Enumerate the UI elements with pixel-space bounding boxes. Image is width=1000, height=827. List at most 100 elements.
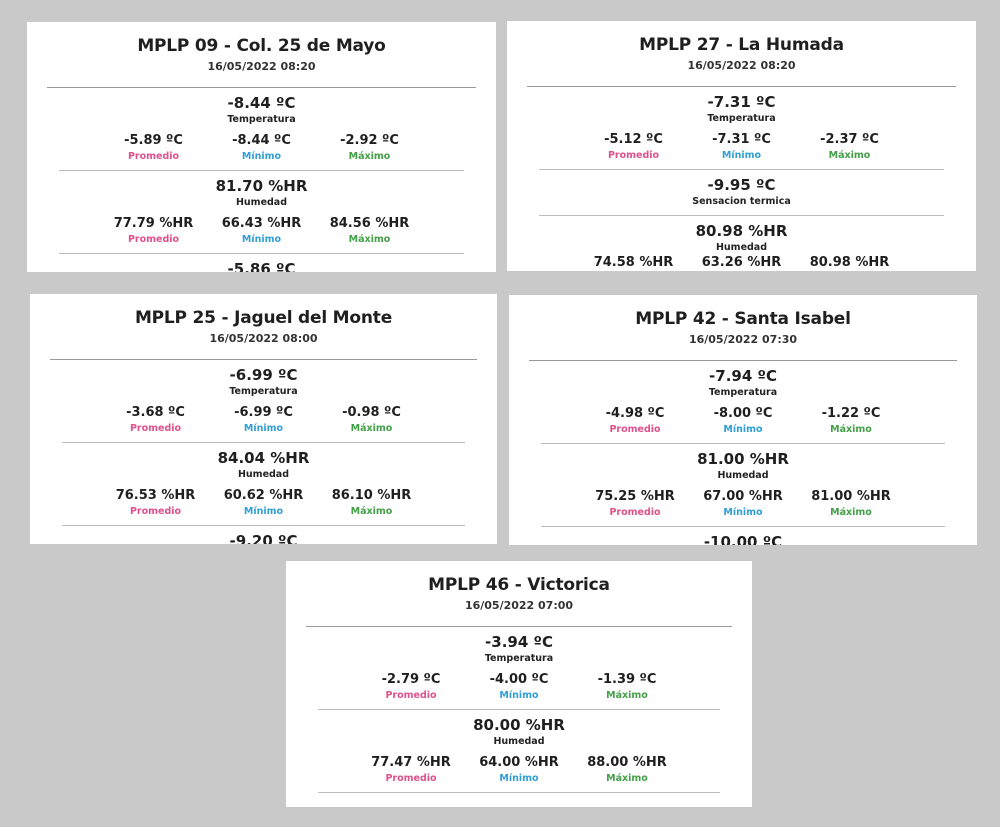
next-metric-value: -9.20 ºC	[229, 532, 298, 544]
humidity-stats: 75.25 %HR Promedio 67.00 %HR Mínimo 81.00 …	[509, 489, 977, 518]
divider	[50, 359, 477, 360]
humidity-label: Humedad	[235, 197, 288, 208]
temperature-min: -8.00 ºC	[713, 406, 773, 421]
humidity-value: 81.00 %HR	[697, 450, 789, 468]
minimo-label: Mínimo	[721, 150, 762, 161]
humidity-avg: 77.79 %HR	[113, 216, 194, 231]
temperature-min: -7.31 ºC	[712, 132, 771, 147]
temperature-max: -1.39 ºC	[597, 672, 657, 687]
station-title: MPLP 09 - Col. 25 de Mayo	[137, 36, 386, 56]
sensation-value: -9.95 ºC	[707, 176, 776, 194]
maximo-label: Máximo	[606, 773, 648, 784]
promedio-label: Promedio	[129, 506, 182, 517]
temperature-stats: -5.89 ºC Promedio -8.44 ºC Mínimo -2.92 ºC…	[27, 133, 496, 162]
humidity-avg: 76.53 %HR	[115, 488, 196, 503]
divider	[318, 709, 720, 710]
promedio-label: Promedio	[127, 234, 180, 245]
station-card: MPLP 27 - La Humada 16/05/2022 08:20 -7.…	[507, 21, 976, 271]
station-card: MPLP 25 - Jaguel del Monte 16/05/2022 08…	[30, 294, 497, 544]
divider	[529, 360, 957, 361]
humidity-label: Humedad	[717, 470, 769, 481]
humidity-avg: 75.25 %HR	[595, 489, 675, 504]
humidity-value: 84.04 %HR	[217, 449, 310, 467]
humidity-value: 81.70 %HR	[215, 177, 308, 195]
divider	[539, 215, 944, 216]
temperature-max: -0.98 ºC	[342, 405, 401, 420]
humidity-min: 64.00 %HR	[479, 755, 559, 770]
maximo-label: Máximo	[348, 234, 391, 245]
humidity-max: 80.98 %HR	[809, 255, 890, 269]
station-date: 16/05/2022 07:00	[464, 599, 574, 612]
promedio-label: Promedio	[609, 424, 661, 435]
divider	[62, 525, 465, 526]
divider	[541, 526, 945, 527]
humidity-stats: 77.79 %HR Promedio 66.43 %HR Mínimo 84.56 …	[27, 216, 496, 245]
temperature-value: -7.94 ºC	[709, 367, 777, 385]
minimo-label: Mínimo	[723, 424, 763, 435]
temperature-avg: -2.79 ºC	[381, 672, 441, 687]
station-date: 16/05/2022 08:20	[207, 60, 316, 73]
next-metric-value: -5.86 ºC	[227, 260, 296, 272]
temperature-stats: -3.68 ºC Promedio -6.99 ºC Mínimo -0.98 ºC…	[30, 405, 497, 434]
divider	[59, 170, 464, 171]
temperature-stats: -4.98 ºC Promedio -8.00 ºC Mínimo -1.22 ºC…	[509, 406, 977, 435]
temperature-max: -2.92 ºC	[340, 133, 399, 148]
temperature-avg: -5.89 ºC	[124, 133, 183, 148]
station-title: MPLP 27 - La Humada	[639, 35, 844, 55]
station-date: 16/05/2022 08:20	[687, 59, 796, 72]
temperature-max: -1.22 ºC	[821, 406, 881, 421]
divider	[62, 442, 465, 443]
promedio-label: Promedio	[607, 150, 660, 161]
humidity-avg: 74.58 %HR	[593, 255, 674, 269]
humidity-max: 88.00 %HR	[587, 755, 667, 770]
divider	[539, 169, 944, 170]
humidity-max: 86.10 %HR	[331, 488, 412, 503]
promedio-label: Promedio	[127, 151, 180, 162]
humidity-max: 81.00 %HR	[811, 489, 891, 504]
maximo-label: Máximo	[348, 151, 391, 162]
station-date: 16/05/2022 07:30	[688, 333, 798, 346]
maximo-label: Máximo	[606, 690, 648, 701]
humidity-min: 67.00 %HR	[703, 489, 783, 504]
divider	[541, 443, 945, 444]
humidity-min: 63.26 %HR	[701, 255, 782, 269]
promedio-label: Promedio	[385, 773, 437, 784]
minimo-label: Mínimo	[241, 234, 282, 245]
maximo-label: Máximo	[350, 506, 393, 517]
temperature-value: -3.94 ºC	[485, 633, 553, 651]
promedio-label: Promedio	[129, 423, 182, 434]
station-card: MPLP 09 - Col. 25 de Mayo 16/05/2022 08:…	[27, 22, 496, 272]
humidity-min: 60.62 %HR	[223, 488, 304, 503]
temperature-label: Temperatura	[707, 113, 776, 124]
station-card: MPLP 42 - Santa Isabel 16/05/2022 07:30 …	[509, 295, 977, 545]
humidity-stats: 74.58 %HR 63.26 %HR 80.98 %HR	[507, 255, 976, 269]
minimo-label: Mínimo	[241, 151, 282, 162]
divider	[47, 87, 476, 88]
temperature-avg: -4.98 ºC	[605, 406, 665, 421]
next-metric-value: -10.00 ºC	[703, 533, 783, 545]
humidity-stats: 77.47 %HR Promedio 64.00 %HR Mínimo 88.00 …	[286, 755, 752, 784]
divider	[59, 253, 464, 254]
humidity-stats: 76.53 %HR Promedio 60.62 %HR Mínimo 86.10 …	[30, 488, 497, 517]
temperature-min: -8.44 ºC	[232, 133, 291, 148]
promedio-label: Promedio	[385, 690, 437, 701]
minimo-label: Mínimo	[499, 773, 539, 784]
minimo-label: Mínimo	[499, 690, 539, 701]
humidity-max: 84.56 %HR	[329, 216, 410, 231]
promedio-label: Promedio	[609, 507, 661, 518]
maximo-label: Máximo	[830, 424, 872, 435]
humidity-label: Humedad	[493, 736, 545, 747]
divider	[527, 86, 956, 87]
divider	[306, 626, 732, 627]
temperature-stats: -5.12 ºC Promedio -7.31 ºC Mínimo -2.37 ºC…	[507, 132, 976, 161]
temperature-label: Temperatura	[229, 386, 298, 397]
sensation-label: Sensacion termica	[692, 196, 791, 207]
maximo-label: Máximo	[350, 423, 393, 434]
temperature-min: -6.99 ºC	[234, 405, 293, 420]
station-title: MPLP 46 - Victorica	[428, 575, 610, 595]
station-card: MPLP 46 - Victorica 16/05/2022 07:00 -3.…	[286, 561, 752, 807]
temperature-min: -4.00 ºC	[489, 672, 549, 687]
temperature-label: Temperatura	[708, 387, 778, 398]
humidity-avg: 77.47 %HR	[371, 755, 451, 770]
station-date: 16/05/2022 08:00	[209, 332, 318, 345]
